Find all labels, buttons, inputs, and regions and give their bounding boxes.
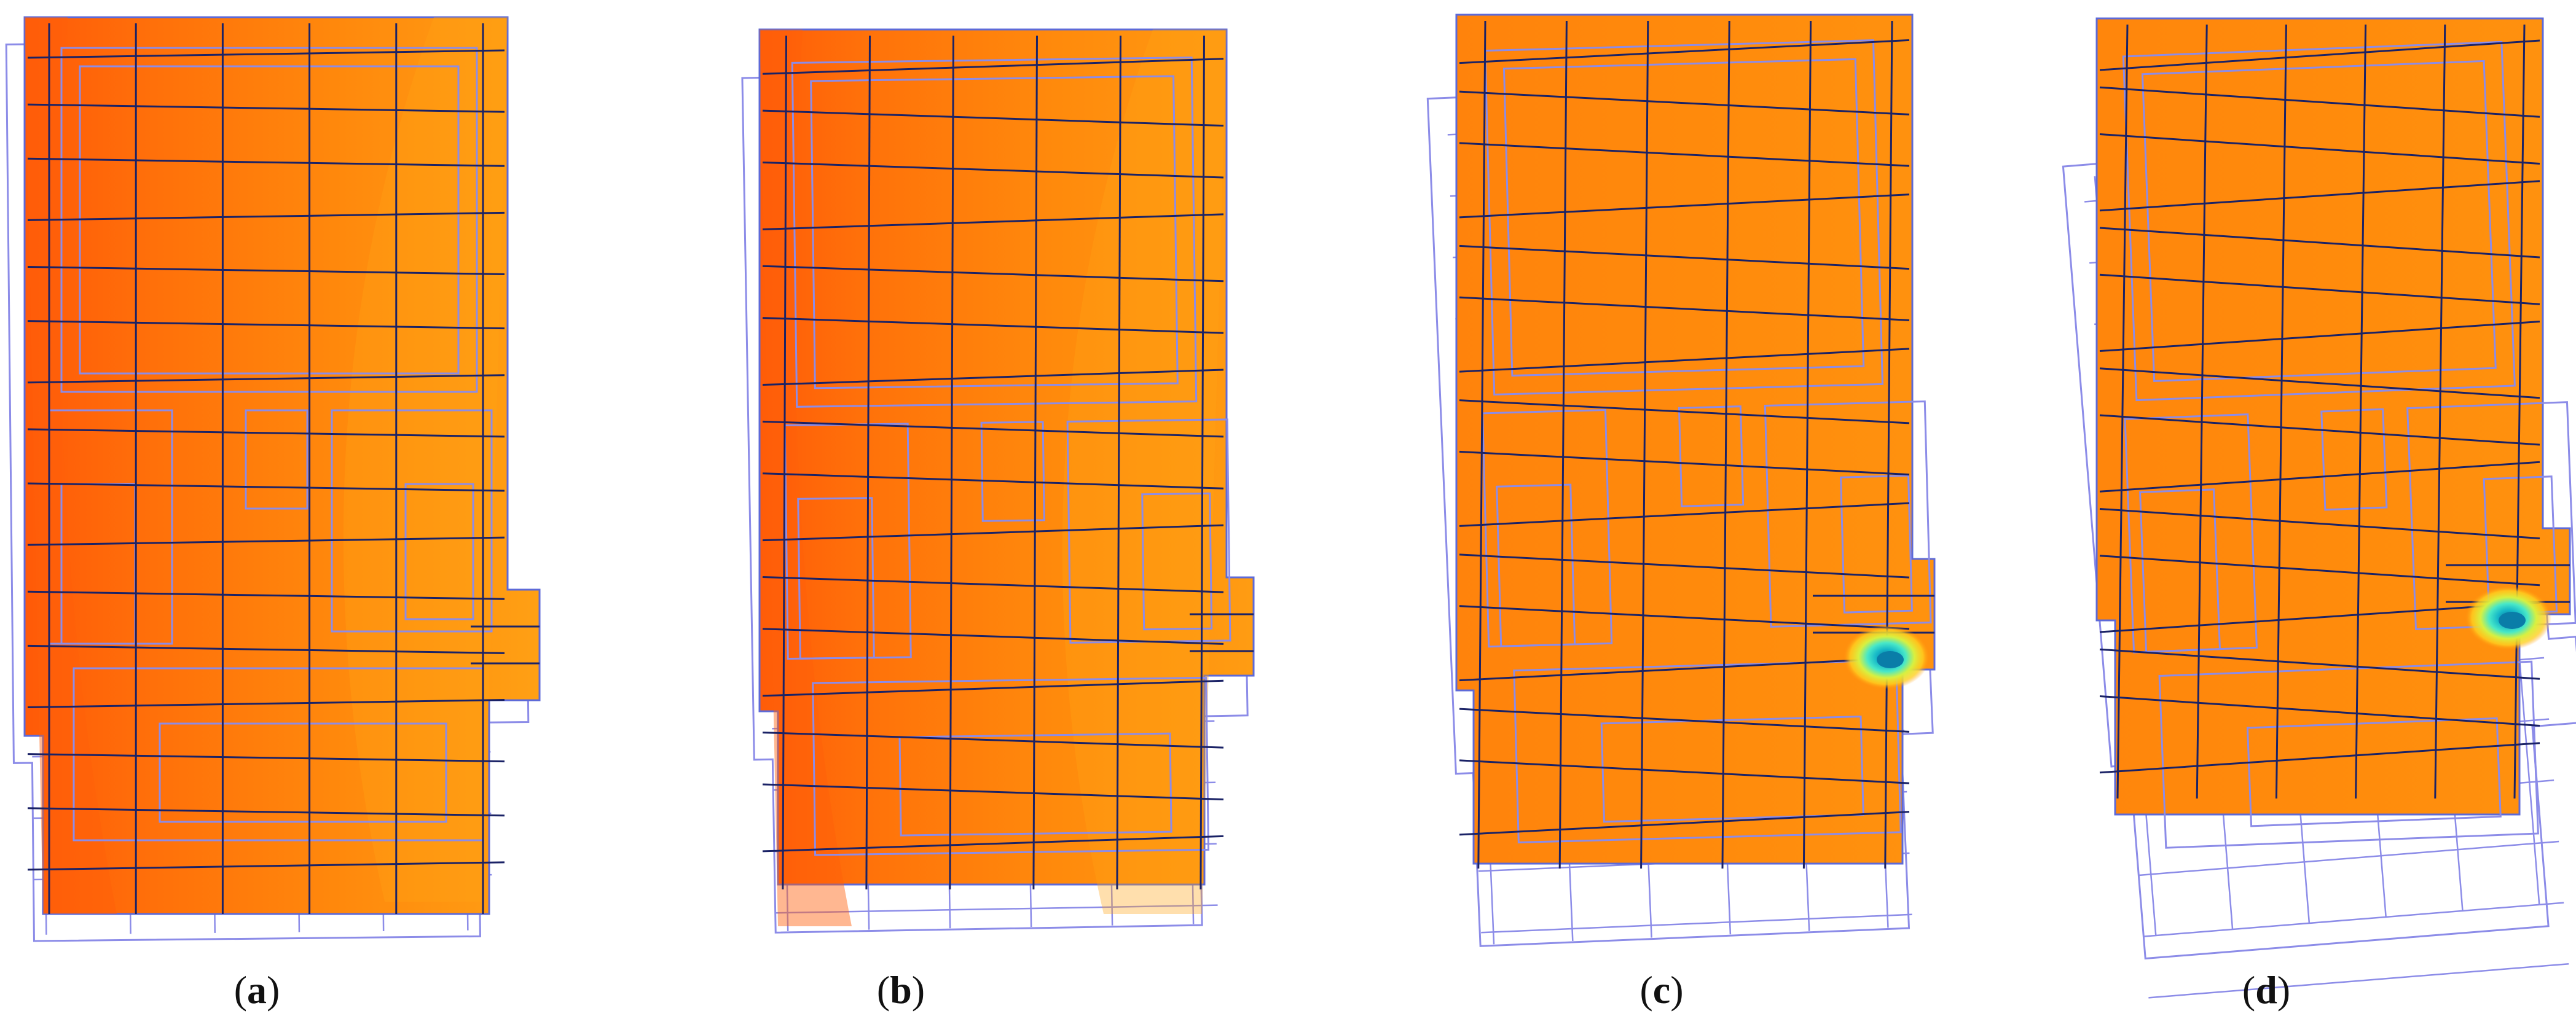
caption-c: (c) bbox=[1639, 968, 1684, 1012]
caption-a: (a) bbox=[234, 968, 280, 1012]
panel-c bbox=[1426, 14, 1936, 947]
mesh-lines-b bbox=[762, 35, 1254, 890]
contour-body-b bbox=[758, 28, 1255, 886]
hot-spot-core-d bbox=[2499, 612, 2526, 629]
mesh-lines-a bbox=[27, 23, 540, 914]
mesh-lines-c bbox=[1459, 20, 1934, 869]
caption-b: (b) bbox=[876, 968, 925, 1012]
contour-body-d bbox=[2095, 17, 2571, 816]
contour-band-light-b bbox=[1062, 29, 1227, 914]
inner-outlines-d bbox=[2122, 41, 2576, 849]
contour-band-a bbox=[25, 17, 117, 914]
panel-d bbox=[2062, 17, 2576, 999]
inner-outlines-c bbox=[1481, 39, 1932, 844]
contour-band-b bbox=[760, 29, 852, 926]
contour-body-c bbox=[1455, 14, 1936, 865]
caption-d: (d) bbox=[2242, 968, 2291, 1012]
panel-b bbox=[741, 28, 1255, 934]
hot-spot-core-c bbox=[1877, 651, 1904, 668]
inner-outlines-b bbox=[783, 57, 1231, 856]
contour-band-light-a bbox=[343, 17, 508, 902]
panel-a bbox=[5, 16, 541, 942]
mesh-lines-d bbox=[2099, 24, 2570, 799]
